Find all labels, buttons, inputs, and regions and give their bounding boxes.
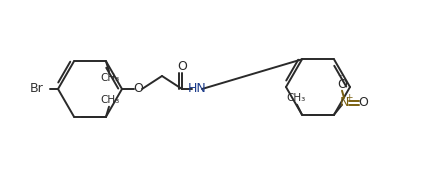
Text: +: + (345, 93, 353, 102)
Text: O: O (358, 96, 368, 109)
Text: Br: Br (30, 83, 44, 95)
Text: O: O (337, 78, 347, 91)
Text: ⁻: ⁻ (337, 74, 343, 84)
Text: O: O (133, 83, 143, 95)
Text: N: N (339, 96, 349, 109)
Text: CH₃: CH₃ (287, 93, 306, 103)
Text: HN: HN (188, 83, 206, 95)
Text: CH₃: CH₃ (100, 73, 119, 83)
Text: CH₃: CH₃ (100, 95, 119, 105)
Text: O: O (177, 60, 187, 73)
